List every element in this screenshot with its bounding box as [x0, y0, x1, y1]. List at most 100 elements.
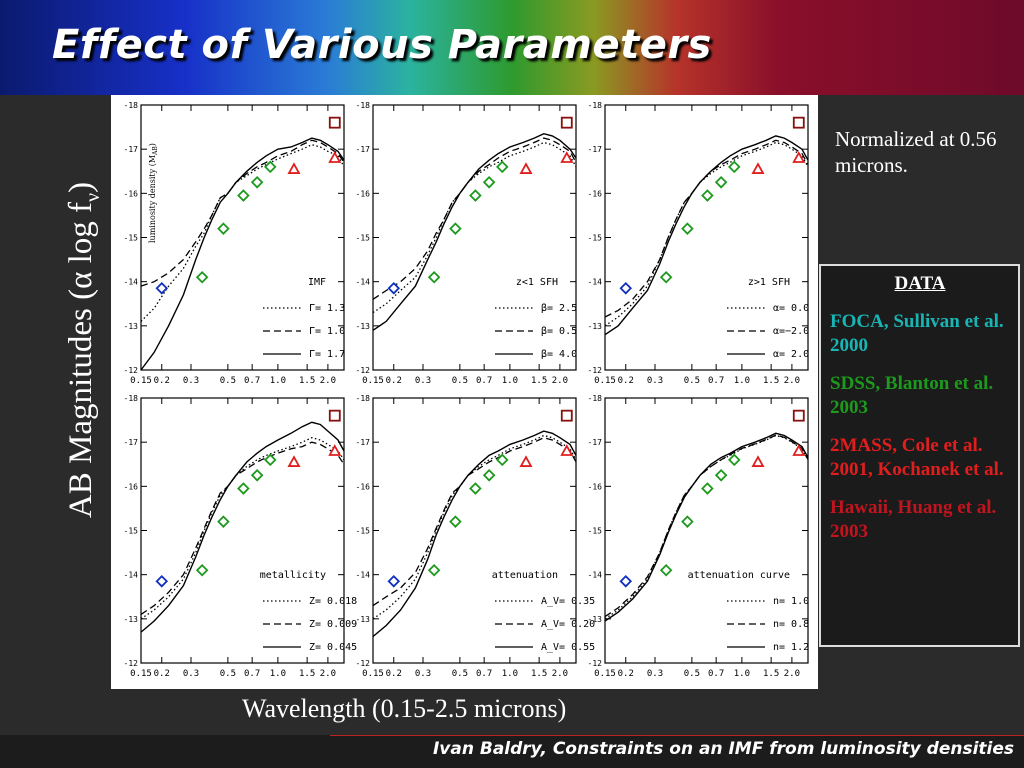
y-tick-label: -18 — [124, 101, 139, 110]
y-axis-label-close: ) — [63, 181, 100, 193]
x-tick-label: 0.7 — [708, 669, 724, 679]
x-tick-label: 0.2 — [618, 376, 634, 386]
x-tick-label: 1.5 — [299, 376, 315, 386]
panel-title: IMF — [308, 277, 326, 288]
footer-bar — [0, 735, 1024, 768]
chart-panel: -18 -17 -16 -15 -14 -13 -120.15 0.2 0.3 0.5 0.7 1.0… — [588, 394, 810, 679]
chart-panel: -18 -17 -16 -15 -14 -13 -120.15 0.2 0.3 0.5 0.7 1.0… — [124, 394, 358, 679]
x-axis-label: Wavelength (0.15-2.5 microns) — [242, 694, 567, 723]
x-tick-label: 0.2 — [618, 669, 634, 679]
y-tick-label: -15 — [124, 234, 139, 243]
x-tick-label: 1.5 — [531, 669, 547, 679]
series-line — [140, 137, 345, 371]
legend-label: A_V= 0.35 — [541, 596, 595, 607]
data-ref-foca: FOCA, Sullivan et al. 2000 — [830, 311, 1004, 356]
x-tick-label: 0.15 — [362, 669, 384, 679]
data-point-foca — [619, 575, 633, 588]
x-tick-label: 1.5 — [299, 669, 315, 679]
x-tick-label: 0.2 — [154, 376, 170, 386]
series-line — [604, 434, 809, 618]
data-point-hawaii — [792, 409, 805, 422]
x-tick-label: 0.15 — [130, 376, 152, 386]
data-point-sdss — [195, 270, 209, 284]
chart-panel: -18 -17 -16 -15 -14 -13 -120.15 0.2 0.3 0.5 0.7 1.0… — [124, 101, 346, 386]
y-tick-label: -15 — [356, 234, 371, 243]
series-line — [140, 421, 345, 633]
data-point-2mass — [792, 151, 806, 163]
x-tick-label: 0.15 — [362, 376, 384, 386]
data-point-2mass — [287, 162, 301, 174]
x-tick-label: 1.0 — [270, 669, 286, 679]
series-line — [140, 437, 345, 620]
chart-svg: -18-17-16-15-14-13-120.15 0.2 0.3 0.5 0.7 1.0… — [124, 101, 810, 679]
series-line — [372, 137, 577, 300]
data-point-2mass — [792, 444, 806, 456]
y-tick-label: -18 — [124, 394, 139, 403]
legend-label: A_V= 0.20 — [541, 619, 595, 630]
x-tick-label: 2.0 — [784, 376, 800, 386]
y-tick-label: -12 — [124, 659, 139, 668]
legend-label: n= 0.8 — [773, 619, 809, 630]
data-point-sdss — [482, 469, 496, 482]
y-tick-label: -14 — [356, 278, 371, 287]
data-point-sdss — [250, 469, 264, 482]
y-tick-label: -17 — [124, 145, 139, 154]
x-tick-label: 0.3 — [183, 376, 199, 386]
data-point-hawaii — [560, 116, 573, 129]
x-tick-label: 0.5 — [452, 376, 468, 386]
x-tick-label: 1.0 — [734, 376, 750, 386]
y-axis-label-main: AB Magnitudes (α log f — [63, 201, 100, 519]
x-tick-label: 2.0 — [552, 669, 568, 679]
data-point-sdss — [714, 469, 728, 482]
x-tick-label: 0.5 — [452, 669, 468, 679]
x-tick-label: 2.0 — [320, 669, 336, 679]
series-line — [372, 132, 577, 331]
y-tick-label: -13 — [124, 322, 139, 331]
y-tick-label: -16 — [588, 482, 603, 491]
y-tick-label: -12 — [356, 366, 371, 375]
slide-title: Effect of Various Parameters — [52, 22, 712, 68]
panel-title: z>1 SFH — [748, 277, 790, 288]
data-point-sdss — [728, 160, 741, 174]
panel-y-axis-label-close: ) — [148, 143, 157, 146]
x-tick-label: 0.7 — [476, 669, 492, 679]
data-point-sdss — [701, 482, 714, 495]
legend-label: Γ= 1.0 — [309, 326, 345, 337]
data-point-sdss — [496, 453, 509, 467]
y-tick-label: -12 — [588, 659, 603, 668]
x-tick-label: 1.0 — [734, 669, 750, 679]
y-tick-label: -15 — [356, 527, 371, 536]
data-point-2mass — [560, 151, 574, 163]
x-tick-label: 2.0 — [784, 669, 800, 679]
x-tick-label: 0.3 — [415, 376, 431, 386]
data-point-hawaii — [792, 116, 805, 129]
data-point-sdss — [217, 515, 230, 528]
data-ref-sdss: SDSS, Blanton et al. 2003 — [830, 373, 994, 418]
series-line — [604, 432, 809, 622]
y-axis-label-text: AB Magnitudes (α log fν) — [63, 182, 105, 518]
y-tick-label: -18 — [356, 101, 371, 110]
x-tick-label: 0.3 — [183, 669, 199, 679]
x-tick-label: 0.7 — [244, 376, 260, 386]
chart-panel: -18 -17 -16 -15 -14 -13 -120.15 0.2 0.3 0.5 0.7 1.0… — [588, 101, 810, 386]
legend-label: Z= 0.045 — [309, 642, 357, 653]
y-tick-label: -16 — [356, 482, 371, 491]
data-point-sdss — [427, 270, 441, 284]
y-tick-label: -12 — [356, 659, 371, 668]
data-point-2mass — [519, 162, 533, 174]
y-tick-label: -12 — [588, 366, 603, 375]
legend-label: Γ= 1.7 — [309, 349, 345, 360]
y-tick-label: -13 — [124, 615, 139, 624]
x-tick-label: 0.3 — [415, 669, 431, 679]
y-tick-label: -18 — [588, 101, 603, 110]
y-tick-label: -17 — [356, 438, 371, 447]
y-tick-label: -14 — [124, 278, 139, 287]
data-point-foca — [387, 575, 401, 588]
data-point-sdss — [217, 222, 230, 235]
x-tick-label: 0.7 — [244, 669, 260, 679]
data-point-sdss — [728, 453, 741, 467]
legend-label: α=−2.0 — [773, 326, 809, 337]
x-tick-label: 0.5 — [684, 669, 700, 679]
data-point-sdss — [681, 222, 694, 235]
data-heading: DATA — [894, 273, 946, 294]
